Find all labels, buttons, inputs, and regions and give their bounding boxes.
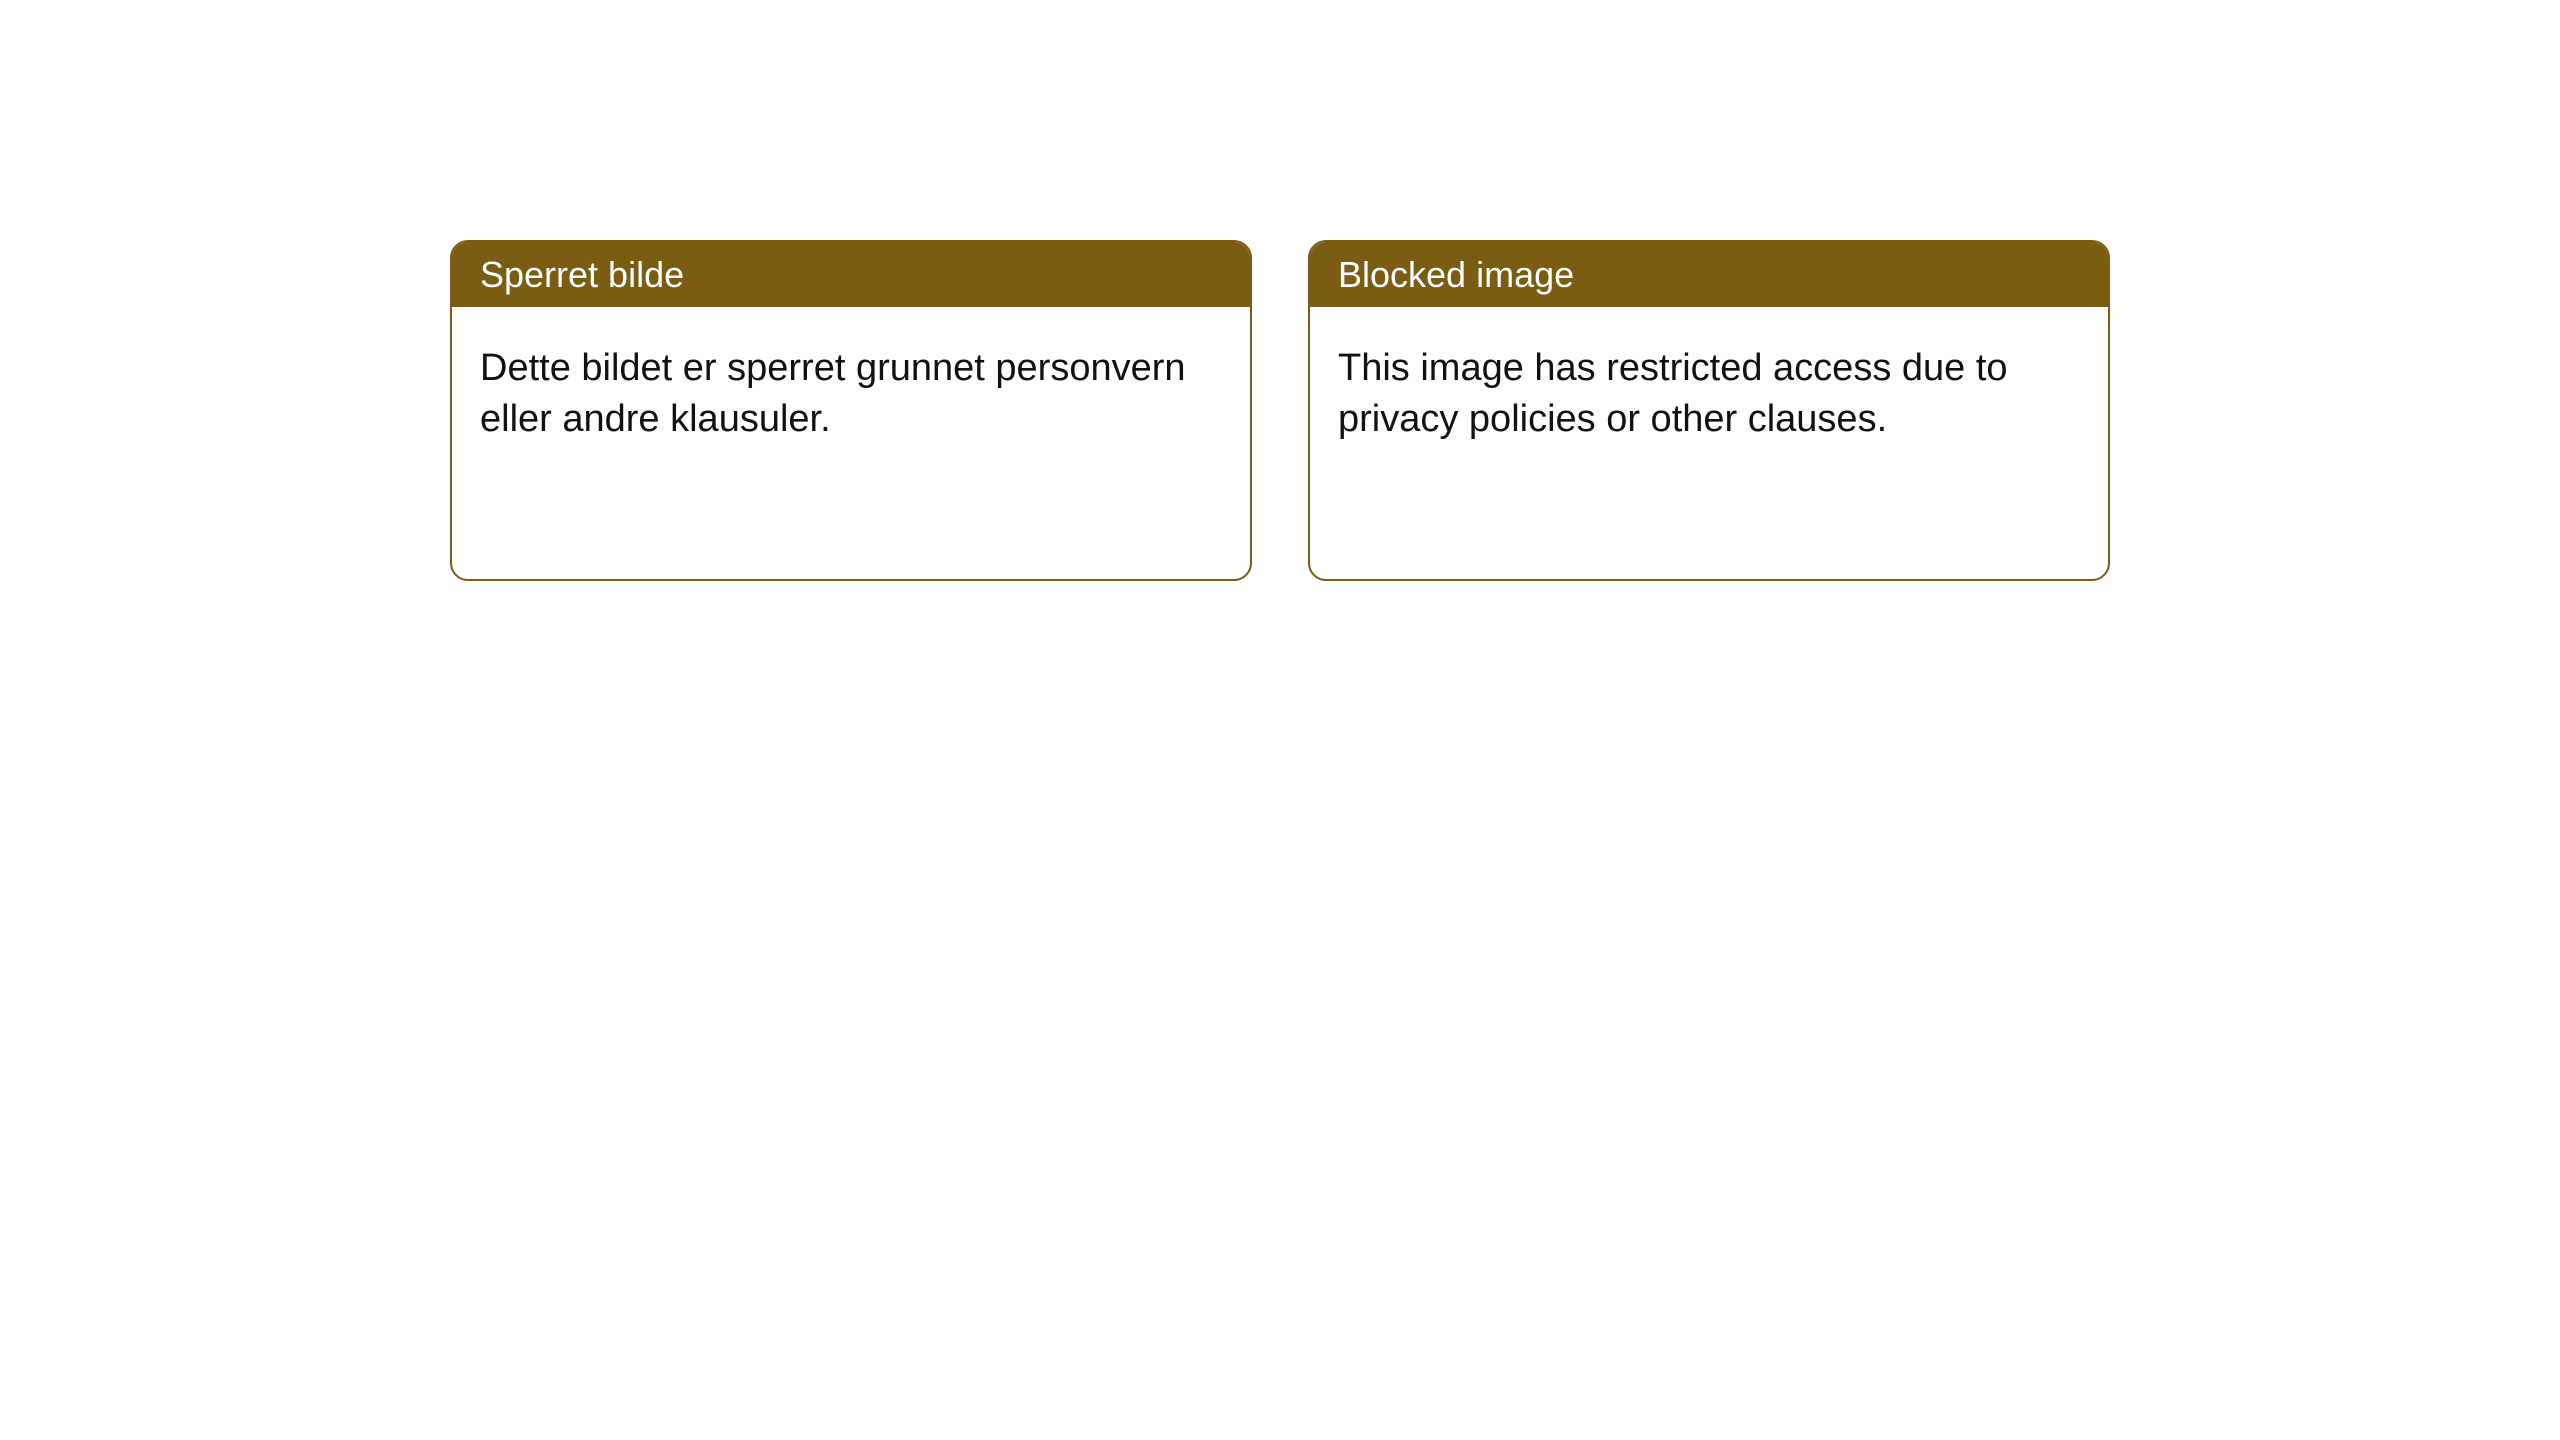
card-title-no: Sperret bilde [452, 242, 1250, 307]
notice-container: Sperret bilde Dette bildet er sperret gr… [0, 0, 2560, 581]
card-title-en: Blocked image [1310, 242, 2108, 307]
blocked-image-card-no: Sperret bilde Dette bildet er sperret gr… [450, 240, 1252, 581]
blocked-image-card-en: Blocked image This image has restricted … [1308, 240, 2110, 581]
card-body-no: Dette bildet er sperret grunnet personve… [452, 307, 1250, 579]
card-body-en: This image has restricted access due to … [1310, 307, 2108, 579]
